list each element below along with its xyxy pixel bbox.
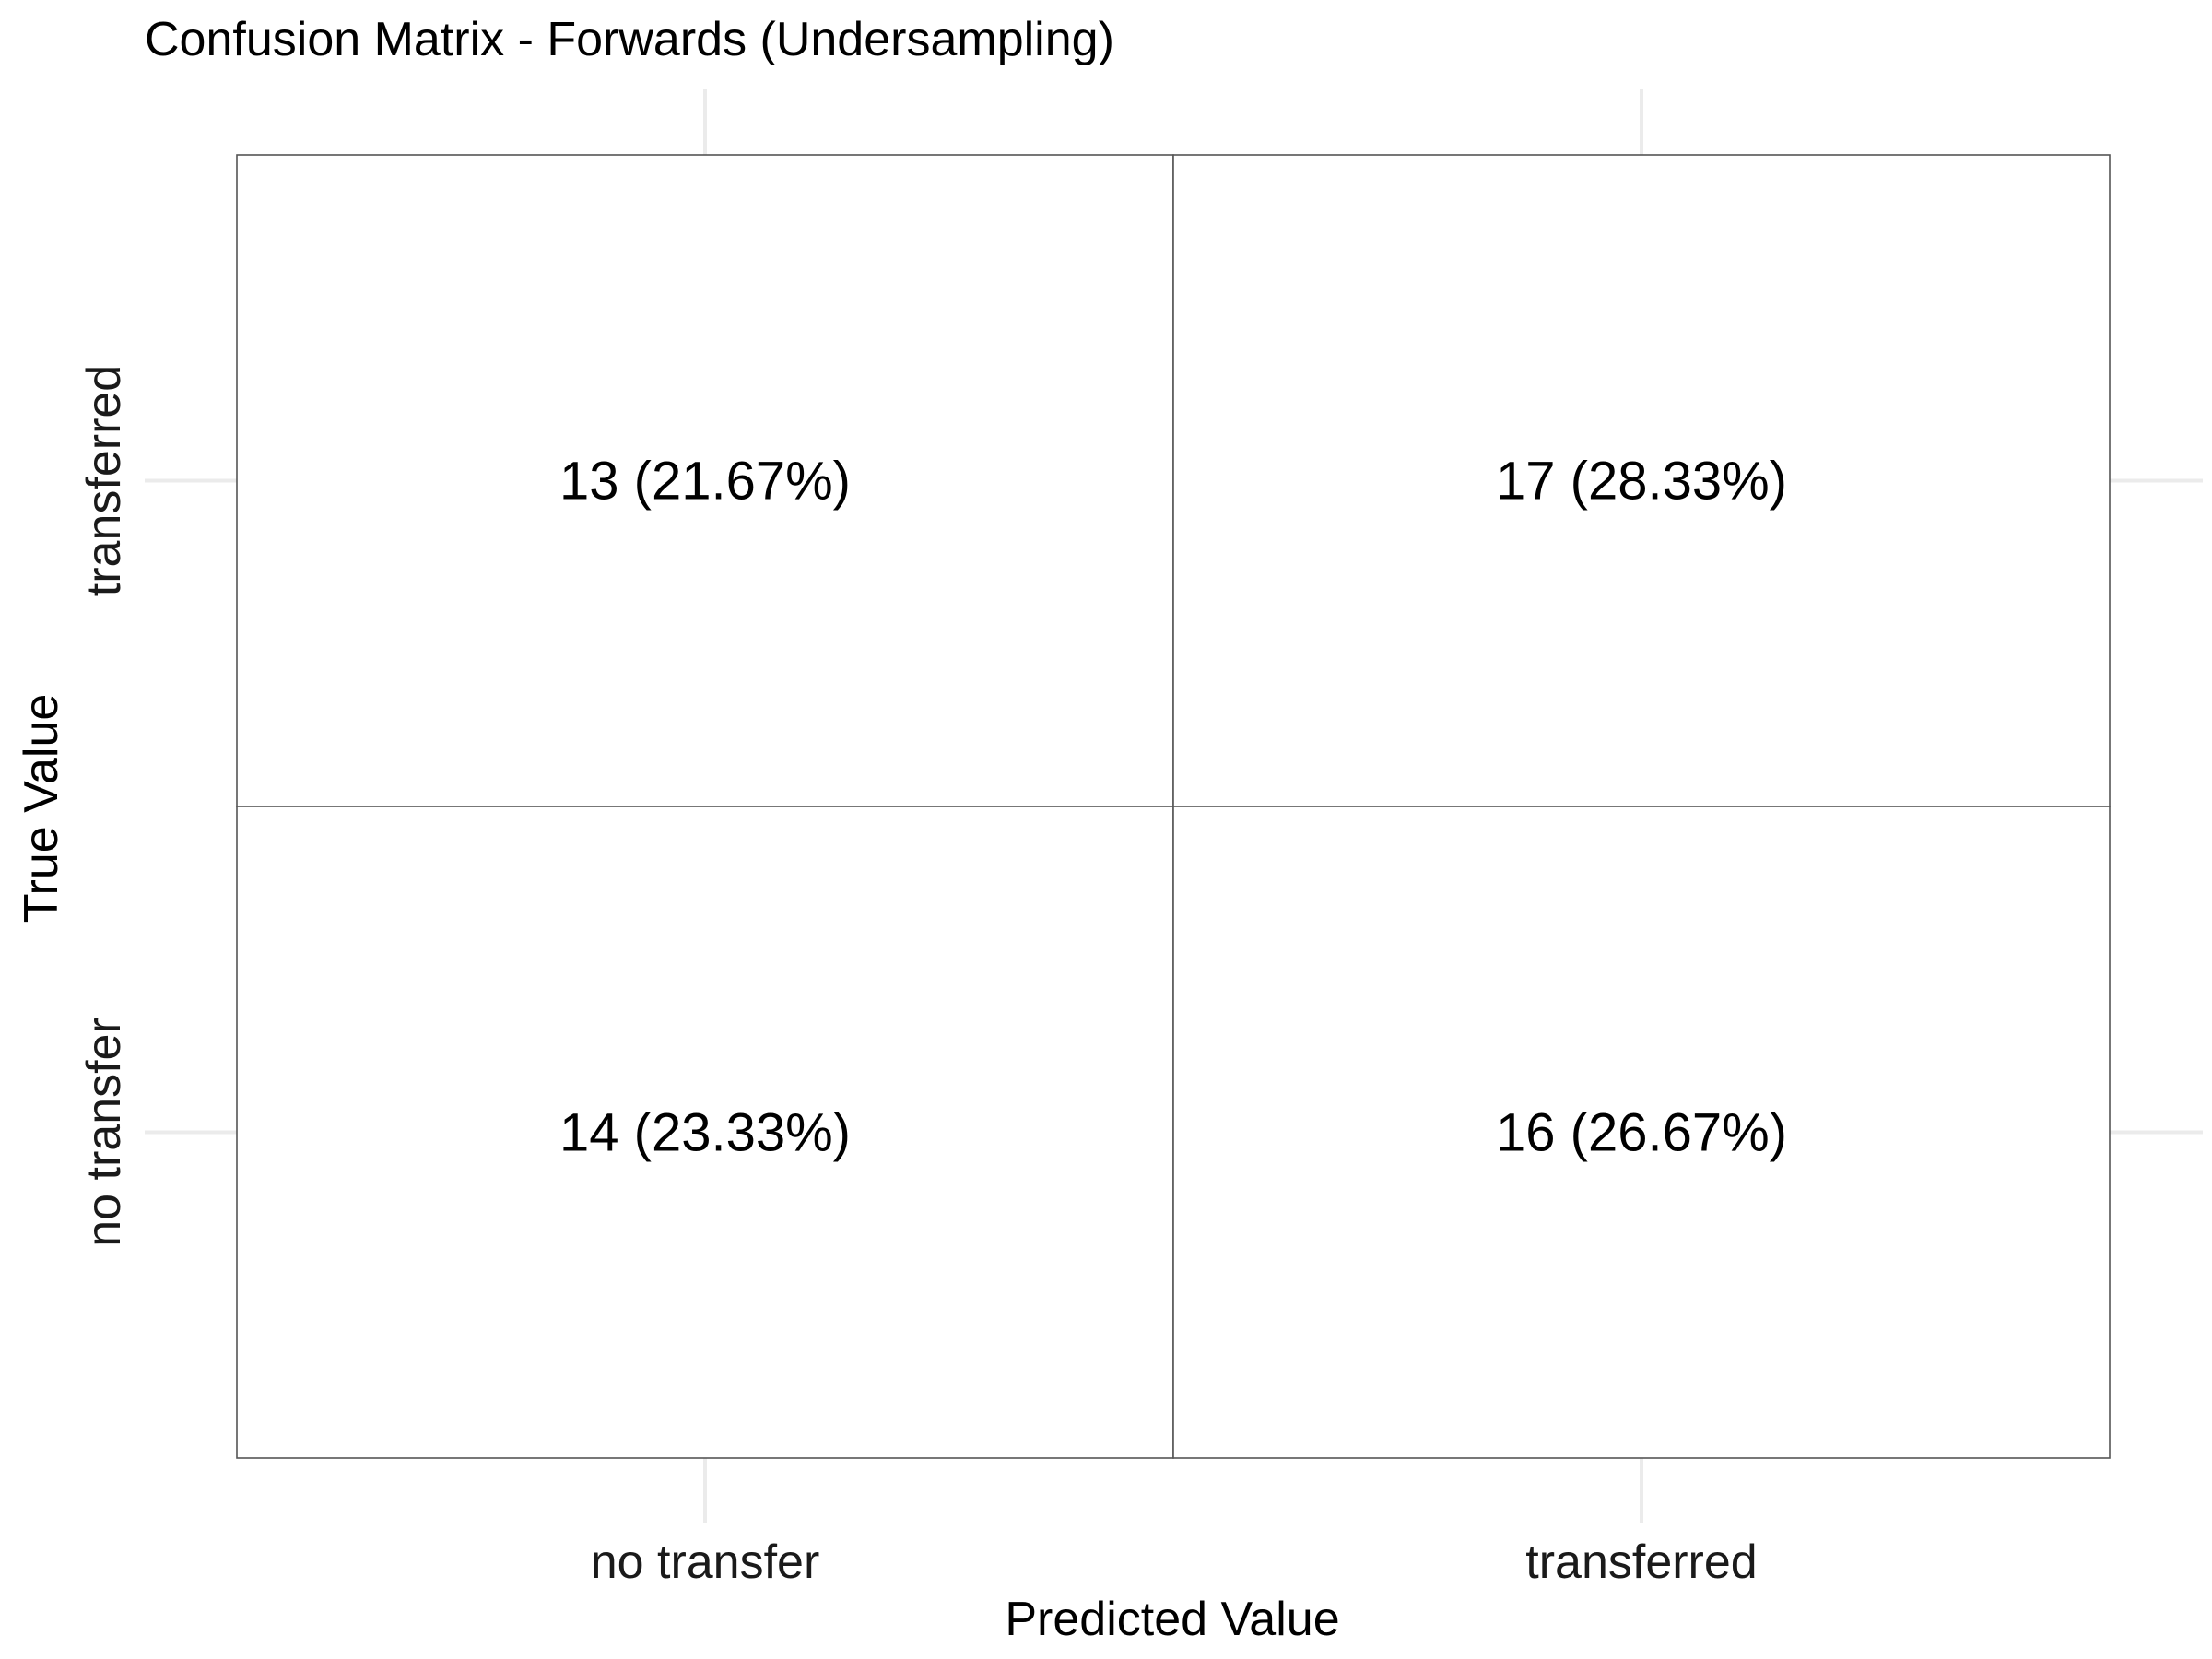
cell-value-label: 13 (21.67%)	[559, 452, 851, 512]
matrix-cell	[1172, 806, 2111, 1459]
ticks-layer: no transfer transferred no transfer transfe…	[77, 365, 1758, 1589]
y-tick-label: transferred	[77, 365, 131, 596]
chart-title: Confusion Matrix - Forwards (Undersampli…	[145, 13, 1114, 66]
cells-layer: 13 (21.67%) 17 (28.33%) 14 (23.33%) 16 (26.…	[236, 154, 2111, 1459]
cell-value-label: 14 (23.33%)	[559, 1103, 851, 1163]
matrix-cell	[236, 154, 1174, 807]
cell-value-label: 17 (28.33%)	[1496, 452, 1787, 512]
x-tick-label: no transfer	[591, 1535, 820, 1589]
cell-value-label: 16 (26.67%)	[1496, 1103, 1787, 1163]
y-axis-title: True Value	[15, 694, 68, 924]
matrix-cell	[236, 806, 1174, 1459]
y-tick-label: no transfer	[77, 1018, 131, 1247]
x-tick-label: transferred	[1525, 1535, 1757, 1589]
x-axis-title: Predicted Value	[1005, 1593, 1339, 1646]
